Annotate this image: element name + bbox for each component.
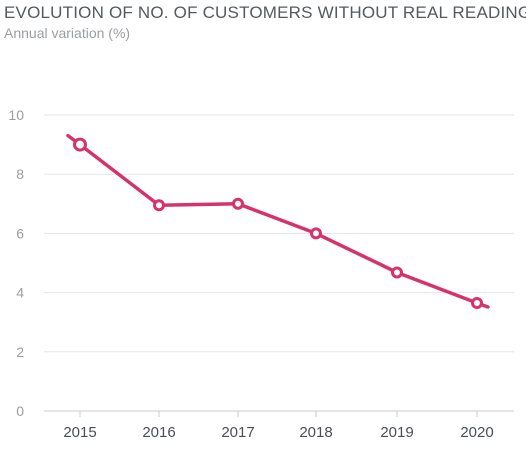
y-tick-label: 4 bbox=[16, 285, 24, 301]
chart-subtitle: Annual variation (%) bbox=[4, 25, 131, 41]
x-tick-label: 2016 bbox=[142, 424, 175, 441]
y-tick-label: 8 bbox=[16, 166, 24, 182]
x-tick-label: 2019 bbox=[380, 424, 413, 441]
x-tick-label: 2015 bbox=[63, 424, 96, 441]
x-tick-label: 2020 bbox=[460, 424, 493, 441]
data-point bbox=[73, 137, 87, 152]
y-tick-label: 0 bbox=[16, 403, 24, 419]
data-point bbox=[471, 296, 483, 309]
x-tick-label: 2017 bbox=[221, 424, 254, 441]
chart-title: EVOLUTION OF NO. OF CUSTOMERS WITHOUT RE… bbox=[4, 3, 526, 22]
x-tick-label: 2018 bbox=[299, 424, 332, 441]
data-point bbox=[153, 199, 165, 212]
y-tick-label: 6 bbox=[16, 225, 24, 241]
series-line bbox=[66, 133, 490, 309]
data-point bbox=[391, 266, 403, 279]
data-point bbox=[232, 197, 244, 210]
data-point bbox=[310, 227, 322, 240]
y-tick-label: 10 bbox=[8, 107, 24, 123]
y-tick-label: 2 bbox=[16, 344, 24, 360]
